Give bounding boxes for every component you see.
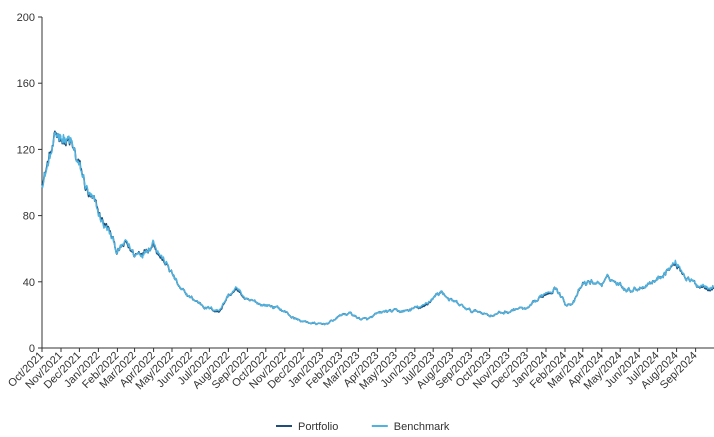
y-tick-label: 160	[17, 78, 35, 90]
y-tick-label: 120	[17, 144, 35, 156]
series-line-portfolio	[41, 130, 714, 326]
y-tick-label: 0	[29, 343, 35, 355]
legend-label-portfolio: Portfolio	[298, 421, 338, 433]
series-layer	[41, 130, 714, 326]
y-axis: 0 40 80 120 160 200	[17, 12, 43, 355]
x-axis: Oct/2021Nov/2021Dec/2021Jan/2022Feb/2022…	[6, 347, 714, 392]
legend-label-benchmark: Benchmark	[394, 421, 450, 433]
y-tick-label: 40	[23, 277, 35, 289]
series-line-benchmark	[41, 131, 714, 326]
legend: Portfolio Benchmark	[276, 421, 450, 433]
y-tick-label: 200	[17, 12, 35, 24]
y-tick-label: 80	[23, 211, 35, 223]
